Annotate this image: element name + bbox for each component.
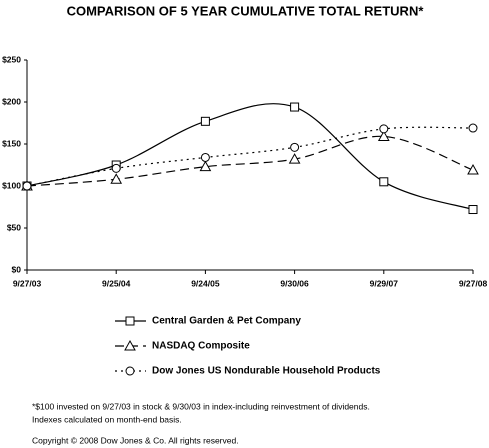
- legend-marker: [125, 366, 135, 376]
- data-point: [379, 177, 389, 187]
- y-tick-label: $0: [12, 264, 22, 274]
- chart-title: COMPARISON OF 5 YEAR CUMULATIVE TOTAL RE…: [67, 3, 425, 18]
- footnote: Indexes calculated on month-end basis.: [32, 414, 182, 424]
- data-point: [468, 205, 478, 215]
- data-point: [111, 163, 121, 173]
- series-line: [26, 126, 474, 187]
- x-tick-label: 9/30/06: [280, 278, 309, 288]
- data-point: [199, 160, 212, 172]
- legend-marker: [124, 339, 136, 351]
- data-point: [290, 142, 300, 152]
- y-tick-label: $100: [2, 180, 21, 190]
- data-point: [468, 123, 478, 133]
- data-point: [379, 124, 389, 134]
- y-tick-label: $50: [7, 222, 21, 232]
- data-point: [467, 164, 479, 175]
- data-point: [22, 181, 32, 191]
- x-tick-label: 9/27/03: [13, 278, 42, 288]
- data-point: [290, 102, 300, 112]
- data-point: [200, 152, 210, 162]
- legend-marker: [125, 316, 135, 326]
- x-tick-label: 9/24/05: [191, 278, 220, 288]
- y-tick-label: $250: [2, 54, 21, 64]
- y-tick-label: $150: [2, 138, 21, 148]
- x-tick-label: 9/29/07: [370, 278, 399, 288]
- legend-label: NASDAQ Composite: [152, 341, 250, 352]
- y-tick-label: $200: [2, 96, 21, 106]
- data-point: [110, 173, 123, 184]
- x-tick-label: 9/27/08: [459, 278, 488, 288]
- data-point: [200, 116, 210, 126]
- legend-label: Dow Jones US Nondurable Household Produc…: [152, 366, 381, 377]
- footnote: *$100 invested on 9/27/03 in stock & 9/3…: [32, 401, 370, 411]
- legend-label: Central Garden & Pet Company: [152, 316, 301, 327]
- series-line: [26, 103, 474, 211]
- copyright: Copyright © 2008 Dow Jones & Co. All rig…: [32, 435, 239, 445]
- x-tick-label: 9/25/04: [102, 278, 131, 288]
- data-point: [288, 153, 301, 164]
- data-point: [377, 130, 390, 141]
- series-line: [26, 135, 474, 187]
